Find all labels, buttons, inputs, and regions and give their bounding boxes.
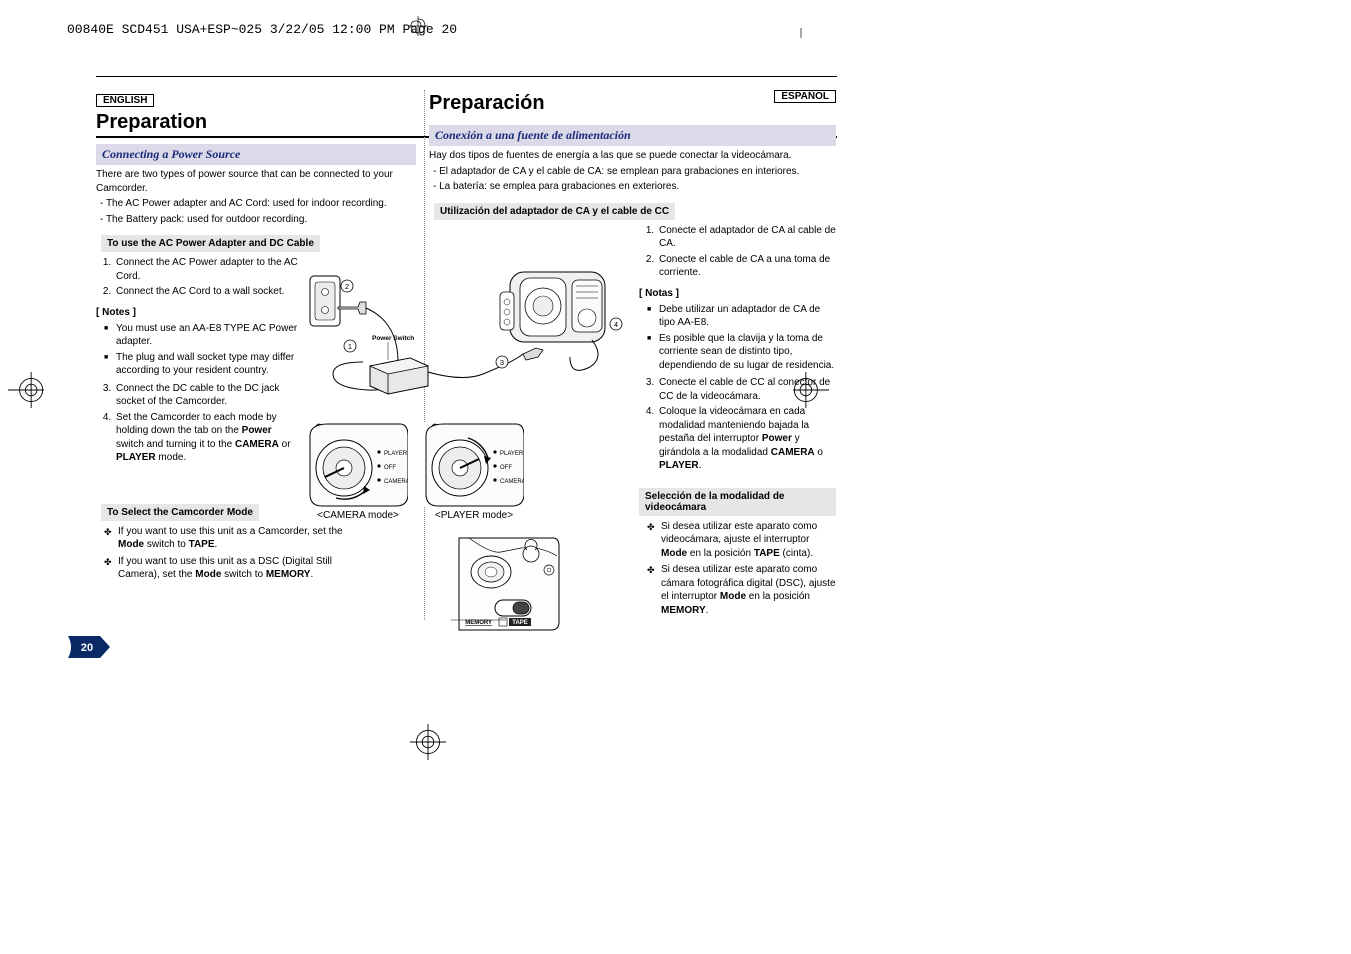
camera-mode-icon: PLAYER OFF CAMERA [308,422,408,507]
list-item: Si desea utilizar este aparato como cáma… [647,563,836,617]
procedure-head-mode-es: Selección de la modalidad de videocámara [639,488,836,516]
power-diagram-icon: 2 1 3 4 Power Switch [308,262,630,412]
svg-text:OFF: OFF [384,465,396,471]
procedure-head-ac: To use the AC Power Adapter and DC Cable [101,235,320,252]
step-item: Set the Camcorder to each mode by holdin… [114,411,301,465]
language-badge-english: ENGLISH [96,94,154,107]
svg-text:2: 2 [345,282,349,291]
step-item: Conecte el cable de CA a una toma de cor… [657,253,839,280]
print-job-header: 00840E SCD451 USA+ESP~025 3/22/05 12:00 … [67,22,457,37]
notes-list: You must use an AA-E8 TYPE AC Power adap… [96,322,301,378]
mode-switch-figure: MEMORY TAPE [451,536,561,632]
svg-text:CAMERA: CAMERA [500,479,524,485]
procedure-steps-continued-es: Conecte el cable de CC al conector de CC… [639,376,839,473]
intro-text: There are two types of power source that… [96,168,416,226]
svg-text:4: 4 [614,320,618,329]
dash-item: - El adaptador de CA y el cable de CA: s… [429,165,836,179]
svg-text:20: 20 [81,642,93,654]
note-item: Debe utilizar un adaptador de CA de tipo… [647,303,839,330]
notes-heading: [ Notes ] [96,307,301,318]
step-item: Conecte el adaptador de CA al cable de C… [657,224,839,251]
section-head-power-source-es: Conexión a una fuente de alimentación [429,125,836,146]
procedure-head-ac-es: Utilización del adaptador de CA y el cab… [434,203,675,220]
note-item: Es posible que la clavija y la toma de c… [647,332,839,373]
crop-mark-icon [787,10,815,38]
page-title-english: Preparation [96,111,416,134]
page-top-rule [96,76,837,77]
svg-text:PLAYER: PLAYER [500,451,524,457]
svg-text:TAPE: TAPE [512,620,528,626]
procedure-head-mode: To Select the Camcorder Mode [101,504,259,521]
mode-select-list-es: Si desea utilizar este aparato como vide… [639,520,836,618]
manual-page: ENGLISH Preparation Connecting a Power S… [96,90,836,650]
step-item: Conecte el cable de CC al conector de CC… [657,376,839,403]
camera-mode-caption: <CAMERA mode> [308,510,408,521]
list-item: If you want to use this unit as a DSC (D… [104,555,351,582]
step-item: Connect the AC Cord to a wall socket. [114,285,301,299]
power-connection-figure: 2 1 3 4 Power Switch PLAYER [308,262,630,507]
player-mode-caption: <PLAYER mode> [424,510,524,521]
registration-swirl-icon [408,16,428,36]
power-switch-label: Power Switch [372,335,414,342]
dash-item: - La batería: se emplea para grabaciones… [429,180,836,194]
list-item: Si desea utilizar este aparato como vide… [647,520,836,561]
language-badge-spanish: ESPAÑOL [774,90,836,103]
svg-text:3: 3 [500,358,504,367]
step-item: Connect the DC cable to the DC jack sock… [114,382,301,409]
list-item: If you want to use this unit as a Camcor… [104,525,351,552]
player-mode-icon: PLAYER OFF CAMERA [424,422,524,507]
svg-text:1: 1 [348,342,352,351]
svg-text:MEMORY: MEMORY [465,620,492,626]
crop-mark-icon [410,724,438,752]
step-item: Coloque la videocámara en cada modalidad… [657,405,839,473]
step-item: Connect the AC Power adapter to the AC C… [114,256,301,283]
intro-line: Hay dos tipos de fuentes de energía a la… [429,149,836,163]
notes-list-es: Debe utilizar un adaptador de CA de tipo… [639,303,839,373]
procedure-steps-es: Conecte el adaptador de CA al cable de C… [639,224,839,280]
intro-text-es: Hay dos tipos de fuentes de energía a la… [429,149,836,194]
notes-heading-es: [ Notas ] [639,288,839,299]
page-number-badge: 20 [68,636,110,658]
mode-switch-icon: MEMORY TAPE [451,536,561,632]
procedure-steps-continued: Connect the DC cable to the DC jack sock… [96,382,301,465]
dash-item: - The Battery pack: used for outdoor rec… [96,213,416,227]
camera-mode-figure: PLAYER OFF CAMERA <CAMERA mode> [308,422,408,507]
svg-text:OFF: OFF [500,465,512,471]
note-item: The plug and wall socket type may differ… [104,351,301,378]
svg-text:CAMERA: CAMERA [384,479,408,485]
player-mode-figure: PLAYER OFF CAMERA <PLAYER mode> [424,422,524,507]
procedure-steps: Connect the AC Power adapter to the AC C… [96,256,301,299]
crop-mark-icon [8,372,36,400]
mode-select-list: If you want to use this unit as a Camcor… [96,525,351,582]
note-item: You must use an AA-E8 TYPE AC Power adap… [104,322,301,349]
dash-item: - The AC Power adapter and AC Cord: used… [96,197,416,211]
section-head-power-source: Connecting a Power Source [96,144,416,165]
svg-text:PLAYER: PLAYER [384,451,408,457]
intro-line: There are two types of power source that… [96,168,416,195]
